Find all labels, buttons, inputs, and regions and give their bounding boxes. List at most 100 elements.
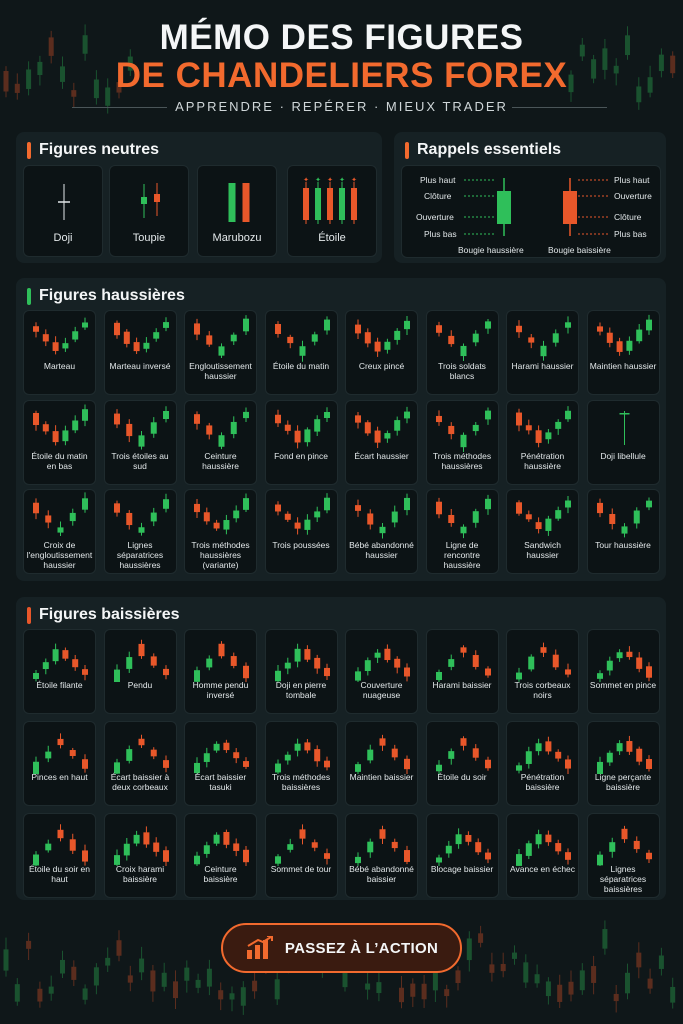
bullish-label: Trois soldats blancs <box>438 361 486 381</box>
bearish-card[interactable]: Étoile filante <box>23 629 96 714</box>
bullish-card[interactable]: Creux pincé <box>345 310 418 395</box>
bearish-card[interactable]: Pendu <box>103 629 177 714</box>
bullish-card[interactable]: Trois soldats blancs <box>425 310 499 395</box>
bullish-card[interactable]: Écart haussier <box>345 399 418 485</box>
bearish-card[interactable]: Maintien baissier <box>345 721 418 806</box>
bearish-card[interactable]: Sommet de tour <box>264 813 338 898</box>
bearish-pattern-icon <box>33 824 88 866</box>
bullish-card[interactable]: Croix de l'engloutissement haussier <box>23 489 96 574</box>
candle-1 <box>42 658 49 675</box>
bearish-label: Lignes séparatrices baissières <box>599 864 647 894</box>
bullish-card[interactable]: Trois méthodes haussières (variante) <box>184 489 257 574</box>
bearish-pattern-icon <box>355 644 410 682</box>
candle-3 <box>545 515 552 536</box>
bearish-card[interactable]: Croix harami baissière <box>103 813 177 898</box>
candle-0 <box>194 851 200 866</box>
candle-0 <box>435 409 442 426</box>
bullish-card[interactable]: Pénétration haussière <box>506 399 579 485</box>
candle-3 <box>633 507 640 529</box>
bullish-card[interactable]: Maintien haussier <box>586 310 660 395</box>
candle-3 <box>150 416 157 438</box>
bullish-card[interactable]: Sandwich haussier <box>506 489 579 574</box>
candle-4 <box>82 844 88 866</box>
bearish-card[interactable]: Ceinture baissière <box>184 813 257 898</box>
candle-2 <box>535 738 542 756</box>
neutral-card[interactable]: Doji <box>23 165 103 257</box>
candle-3 <box>384 338 391 354</box>
candle-3 <box>339 182 345 224</box>
candle-5 <box>162 317 169 332</box>
neutral-label: Marubozu <box>212 232 262 244</box>
bullish-card[interactable]: Étoile du matin en bas <box>23 399 96 485</box>
bullish-card[interactable]: Ceinture haussière <box>184 399 257 485</box>
doji-icon <box>58 184 70 220</box>
bullish-card[interactable]: Bébé abandonné haussier <box>345 489 418 574</box>
bearish-card[interactable]: Bébé abandonné baissier <box>345 813 418 898</box>
bearish-card[interactable]: Trois méthodes baissières <box>264 721 338 806</box>
bearish-card[interactable]: Avance en échec <box>506 813 579 898</box>
bearish-pattern-icon <box>194 829 249 866</box>
bullish-card[interactable]: Engloutissement haussier <box>184 310 257 395</box>
candle-5 <box>565 405 571 422</box>
bearish-card[interactable]: Ligne perçante baissière <box>586 721 660 806</box>
bearish-card[interactable]: Doji en pierre tombale <box>264 629 338 714</box>
bullish-pattern-icon <box>274 493 330 535</box>
candle-2 <box>213 741 220 753</box>
bearish-card[interactable]: Pinces en haut <box>23 721 96 806</box>
candle-0 <box>274 854 281 866</box>
star-marker-icon: ✦ <box>339 176 345 184</box>
star-icon: ✦ ✦ ✦ ✦ ✦ <box>303 176 357 224</box>
bullish-pattern-icon <box>435 406 491 452</box>
bearish-card[interactable]: Homme pendu inversé <box>184 629 257 714</box>
reminders-panel-heading: Rappels essentiels <box>405 141 561 159</box>
candle-1 <box>367 509 374 530</box>
bullish-card[interactable]: Marteau inversé <box>103 310 177 395</box>
bearish-card[interactable]: Trois corbeaux noirs <box>506 629 579 714</box>
bullish-card[interactable]: Trois méthodes haussières <box>425 399 499 485</box>
candle-1 <box>284 511 291 522</box>
bearish-card[interactable]: Harami baissier <box>425 629 499 714</box>
bullish-card[interactable]: Lignes séparatrices haussières <box>103 489 177 574</box>
bullish-card[interactable]: Tour haussière <box>586 489 660 574</box>
bullish-card[interactable]: Marteau <box>23 310 96 395</box>
bearish-card[interactable]: Écart baissier tasuki <box>184 721 257 806</box>
candle-2 <box>460 736 466 751</box>
candle-0 <box>355 499 361 517</box>
candle-1 <box>206 331 213 347</box>
bearish-card[interactable]: Couverture nuageuse <box>345 629 418 714</box>
candle-4 <box>645 849 652 864</box>
candle-3 <box>552 649 559 670</box>
bearish-card[interactable]: Blocage baissier <box>425 813 499 898</box>
candle-1 <box>367 744 374 764</box>
candle-5 <box>82 317 88 330</box>
neutral-card[interactable]: Marubozu <box>197 165 277 257</box>
neutral-panel: Figures neutres Doji Toupie Marubozu ✦ ✦ ✦ ✦ ✦ É… <box>16 132 382 263</box>
bullish-card[interactable]: Harami haussier <box>506 310 579 395</box>
bullish-card[interactable]: Fond en pince <box>264 399 338 485</box>
candle-4 <box>72 654 79 671</box>
bullish-card[interactable]: Étoile du matin <box>264 310 338 395</box>
candle-0 <box>33 670 39 682</box>
bearish-card[interactable]: Étoile du soir en haut <box>23 813 96 898</box>
candle-3 <box>625 646 632 660</box>
candle-4 <box>555 839 562 855</box>
bullish-card[interactable]: Trois poussées <box>264 489 338 574</box>
neutral-card[interactable]: Toupie <box>109 165 189 257</box>
bullish-card[interactable]: Trois étoiles au sud <box>103 399 177 485</box>
bg-candle-57 <box>647 968 653 994</box>
bullish-card[interactable]: Doji libellule <box>586 399 660 485</box>
call-to-action-button[interactable]: PASSEZ À L’ACTION <box>221 923 462 973</box>
candle-0 <box>194 666 200 682</box>
bearish-card[interactable]: Sommet en pince <box>586 629 660 714</box>
candle-3 <box>472 508 479 528</box>
neutral-card[interactable]: ✦ ✦ ✦ ✦ ✦ Étoile <box>287 165 377 257</box>
bearish-pattern-icon <box>435 645 491 682</box>
candle-4 <box>404 755 410 774</box>
bearish-card[interactable]: Lignes séparatrices baissières <box>586 813 660 898</box>
bullish-card[interactable]: Ligne de rencontre haussière <box>425 489 499 574</box>
bearish-card[interactable]: Étoile du soir <box>425 721 499 806</box>
bearish-card[interactable]: Écart baissier à deux corbeaux <box>103 721 177 806</box>
bear-label-low: Plus bas <box>614 229 647 239</box>
bearish-card[interactable]: Pénétration baissière <box>506 721 579 806</box>
candle-0 <box>33 851 39 866</box>
